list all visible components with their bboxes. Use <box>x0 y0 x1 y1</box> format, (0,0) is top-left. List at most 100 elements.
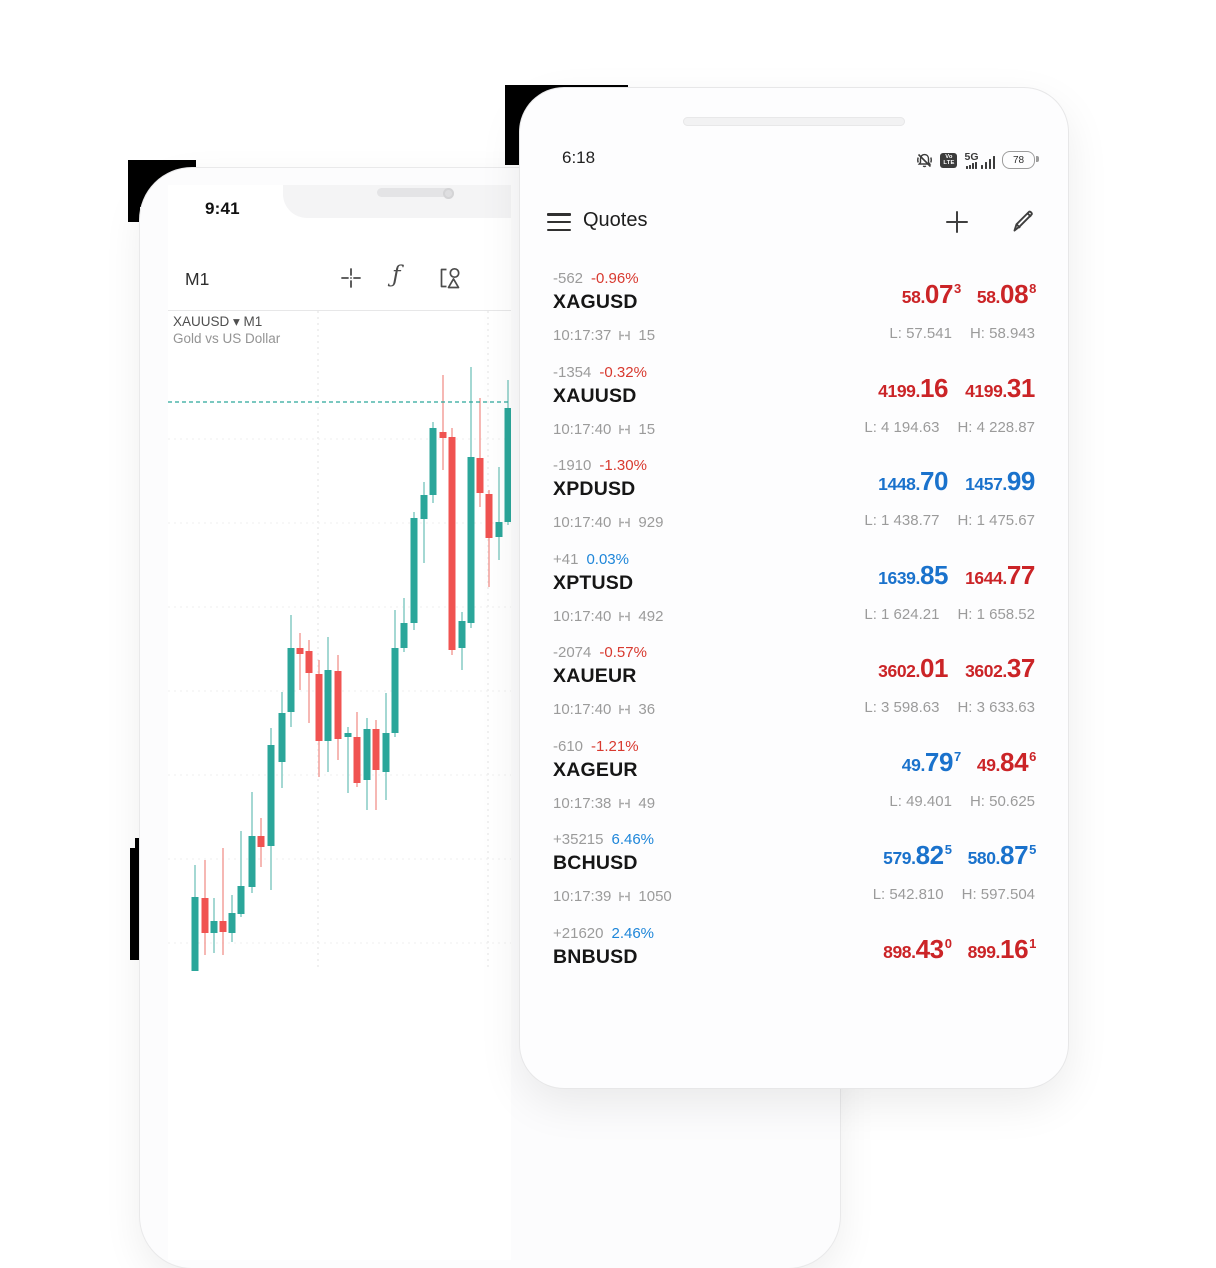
quote-prices: 3602.01 3602.37 <box>878 653 1035 684</box>
change-percent: -0.96% <box>591 270 639 287</box>
earpiece-slot <box>683 117 905 126</box>
quote-row[interactable]: +21620 2.46% BNBUSD 898.430 899.161 <box>520 915 1068 1009</box>
spread-icon <box>619 424 631 434</box>
quote-high: H: 4 228.87 <box>957 418 1035 436</box>
quote-time: 10:17:40 <box>553 514 612 531</box>
change-points: -562 <box>553 270 584 287</box>
app-header: Quotes <box>520 200 1068 250</box>
quote-low-high: L: 1 624.21 H: 1 658.52 <box>864 606 1035 623</box>
quote-prices: 1639.85 1644.77 <box>878 560 1035 591</box>
change-points: +41 <box>553 550 579 568</box>
ask-price: 899.161 <box>967 933 1037 964</box>
change-percent: 6.46% <box>611 831 655 848</box>
quote-low-high: L: 4 194.63 H: 4 228.87 <box>864 419 1035 436</box>
quote-symbol: XAUEUR <box>553 665 637 687</box>
quote-low-high: L: 57.541 H: 58.943 <box>889 325 1035 342</box>
quote-change: +41 0.03% <box>553 551 629 568</box>
spread-icon <box>619 798 631 808</box>
quote-change: -610 -1.21% <box>553 738 639 755</box>
quote-spread: 36 <box>638 701 656 718</box>
quote-row[interactable]: -2074 -0.57% XAUEUR 10:17:40 36 3602.01 … <box>520 634 1068 728</box>
quote-prices: 58.073 58.088 <box>902 279 1037 310</box>
quote-time-spread: 10:17:40 15 <box>553 421 655 438</box>
crosshair-icon[interactable] <box>339 266 363 290</box>
ask-price: 49.846 <box>976 746 1037 777</box>
quote-low: L: 542.810 <box>872 886 944 903</box>
quote-high: H: 597.504 <box>961 886 1035 903</box>
quote-spread: 1050 <box>638 888 672 905</box>
spread-icon <box>619 611 631 621</box>
quote-change: +35215 6.46% <box>553 831 654 848</box>
quote-high: H: 58.943 <box>969 325 1035 342</box>
change-points: +35215 <box>553 831 604 848</box>
toolbar-divider <box>168 310 511 311</box>
status-time: 6:18 <box>562 148 596 167</box>
mute-bell-icon <box>917 153 933 167</box>
quote-change: -1354 -0.32% <box>553 364 647 381</box>
quote-low-high: L: 542.810 H: 597.504 <box>873 886 1035 903</box>
notch <box>283 185 511 218</box>
quote-symbol: XAUUSD <box>553 384 637 407</box>
change-percent: -1.30% <box>599 457 647 474</box>
timeframe-button[interactable]: M1 <box>185 269 210 289</box>
quote-row[interactable]: -562 -0.96% XAGUSD 10:17:37 15 58.073 58… <box>520 260 1068 354</box>
bid-price: 1639.85 <box>878 559 949 590</box>
objects-icon[interactable] <box>438 266 462 290</box>
quote-prices: 579.825 580.875 <box>883 840 1037 871</box>
bid-price: 1448.70 <box>878 466 949 496</box>
edit-pencil-button[interactable] <box>1009 208 1037 236</box>
change-percent: 2.46% <box>611 924 655 942</box>
quote-prices: 1448.70 1457.99 <box>878 466 1035 497</box>
quote-symbol: BNBUSD <box>553 945 638 968</box>
spread-icon <box>619 518 631 527</box>
page-title: Quotes <box>583 209 648 231</box>
quote-low: L: 57.541 <box>889 325 952 342</box>
quote-time: 10:17:40 <box>553 701 612 718</box>
quote-symbol: XPTUSD <box>553 571 634 594</box>
spread-icon <box>619 705 631 714</box>
quote-time-spread: 10:17:38 49 <box>553 795 655 812</box>
candlestick-chart <box>168 311 511 971</box>
quote-time-spread: 10:17:40 492 <box>553 608 663 625</box>
quote-change: -2074 -0.57% <box>553 644 647 661</box>
add-symbol-button[interactable] <box>943 208 971 236</box>
quote-high: H: 50.625 <box>969 792 1035 810</box>
change-points: -1910 <box>553 457 592 474</box>
quote-time: 10:17:40 <box>553 607 612 625</box>
ask-price: 580.875 <box>967 840 1037 870</box>
signal-5g-icon: 5G <box>964 151 995 169</box>
bid-price: 3602.01 <box>878 653 949 683</box>
quote-change: -562 -0.96% <box>553 270 639 287</box>
quote-row[interactable]: -1354 -0.32% XAUUSD 10:17:40 15 4199.16 … <box>520 354 1068 448</box>
quote-time-spread: 10:17:40 36 <box>553 701 655 718</box>
quote-row[interactable]: +35215 6.46% BCHUSD 10:17:39 1050 579.82… <box>520 821 1068 915</box>
change-percent: -0.57% <box>599 644 647 661</box>
quote-low: L: 1 624.21 <box>864 605 940 623</box>
indicators-icon[interactable]: ƒ <box>392 262 401 288</box>
bid-price: 4199.16 <box>878 372 949 403</box>
quote-row[interactable]: -1910 -1.30% XPDUSD 10:17:40 929 1448.70… <box>520 447 1068 541</box>
quote-row[interactable]: -610 -1.21% XAGEUR 10:17:38 49 49.797 49… <box>520 728 1068 822</box>
right-phone-frame: 6:18 Vo LTE 5G 78 Quotes <box>520 88 1068 1088</box>
menu-button[interactable] <box>547 213 571 232</box>
quote-row[interactable]: +41 0.03% XPTUSD 10:17:40 492 1639.85 16… <box>520 541 1068 635</box>
quote-symbol: BCHUSD <box>553 852 638 874</box>
quote-time: 10:17:37 <box>553 327 612 344</box>
ask-price: 1644.77 <box>965 559 1035 590</box>
quote-low-high: L: 3 598.63 H: 3 633.63 <box>864 699 1035 716</box>
quote-spread: 49 <box>638 794 656 812</box>
quote-high: H: 3 633.63 <box>957 699 1035 716</box>
quote-spread: 15 <box>638 327 656 344</box>
quote-low-high: L: 1 438.77 H: 1 475.67 <box>864 512 1035 529</box>
quote-low: L: 4 194.63 <box>864 418 940 436</box>
quote-low: L: 3 598.63 <box>864 699 940 716</box>
spread-icon <box>619 892 631 901</box>
change-percent: -1.21% <box>591 737 639 755</box>
quotes-list: -562 -0.96% XAGUSD 10:17:37 15 58.073 58… <box>520 260 1068 1008</box>
left-status-time: 9:41 <box>205 199 240 218</box>
quote-change: -1910 -1.30% <box>553 457 647 474</box>
chart-symbol-label[interactable]: XAUUSD ▾ M1 <box>173 314 263 329</box>
chart-description-label: Gold vs US Dollar <box>173 331 281 346</box>
quote-time: 10:17:38 <box>553 794 612 812</box>
quote-time: 10:17:39 <box>553 888 612 905</box>
